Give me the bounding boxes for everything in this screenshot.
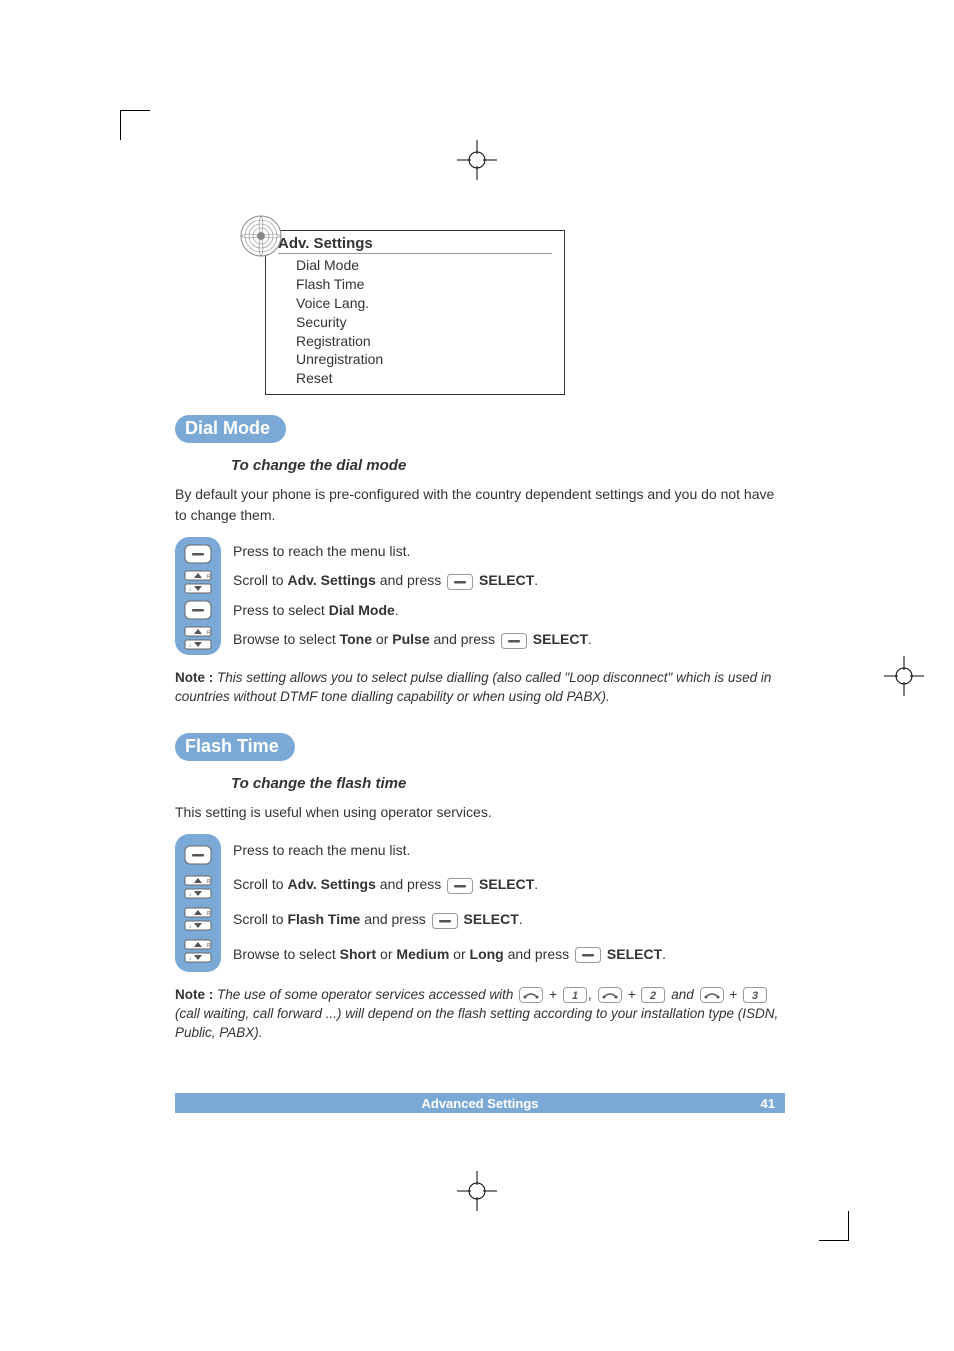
dial-mode-steps: R♪ R♪ Press to reach the menu list. Scro… [175, 537, 785, 655]
svg-text:R: R [207, 943, 211, 949]
step-line: Scroll to Flash Time and press SELECT. [233, 910, 785, 930]
step-text-column: Press to reach the menu list. Scroll to … [221, 834, 785, 972]
section-flash-time-heading: Flash Time [175, 733, 295, 761]
button-column: R♪ R♪ R♪ [175, 834, 221, 972]
crop-mark-bottom [457, 1171, 497, 1211]
corner-bracket-br [819, 1211, 849, 1241]
select-button-icon [447, 571, 473, 591]
button-column: R♪ R♪ [175, 537, 221, 655]
menu-item: Flash Time [278, 275, 552, 294]
crop-mark-top [457, 140, 497, 180]
nav-button-icon: R♪ [184, 627, 212, 649]
step-line: Press to select Dial Mode. [233, 601, 785, 621]
dial-mode-intro: By default your phone is pre-configured … [175, 484, 785, 525]
step-line: Browse to select Short or Medium or Long… [233, 945, 785, 965]
digit-3-button-icon: 3 [743, 986, 767, 1005]
section-dial-mode-heading: Dial Mode [175, 415, 286, 443]
select-button-icon [501, 630, 527, 650]
nav-button-icon: R♪ [184, 571, 212, 593]
dial-mode-subheading: To change the dial mode [231, 457, 785, 474]
digit-1-button-icon: 1 [563, 986, 587, 1005]
svg-text:R: R [207, 630, 211, 636]
step-line: Browse to select Tone or Pulse and press… [233, 630, 785, 650]
step-line: Scroll to Adv. Settings and press SELECT… [233, 571, 785, 591]
select-button-icon [447, 876, 473, 896]
select-button-icon [432, 910, 458, 930]
menu-item: Unregistration [278, 350, 552, 369]
nav-button-icon: R♪ [184, 876, 212, 898]
call-button-icon [700, 986, 724, 1005]
flash-time-subheading: To change the flash time [231, 775, 785, 792]
menu-header: Adv. Settings [278, 235, 552, 254]
dial-mode-note: Note : This setting allows you to select… [175, 669, 785, 707]
svg-text:R: R [207, 911, 211, 917]
step-line: Press to reach the menu list. [233, 841, 785, 861]
menu-item: Voice Lang. [278, 294, 552, 313]
footer-label: Advanced Settings [175, 1096, 785, 1111]
step-line: Scroll to Adv. Settings and press SELECT… [233, 875, 785, 895]
call-button-icon [598, 986, 622, 1005]
flash-time-steps: R♪ R♪ R♪ Press to reach the menu list. S… [175, 834, 785, 972]
menu-button-icon [184, 844, 212, 866]
menu-item: Registration [278, 332, 552, 351]
page-content: Adv. Settings Dial Mode Flash Time Voice… [175, 230, 785, 1069]
select-button-icon [575, 945, 601, 965]
svg-text:2: 2 [649, 990, 656, 1002]
step-line: Press to reach the menu list. [233, 542, 785, 562]
flash-time-intro: This setting is useful when using operat… [175, 802, 785, 822]
menu-button-icon [184, 599, 212, 621]
crop-mark-right [884, 656, 924, 696]
menu-item: Security [278, 313, 552, 332]
nav-button-icon: R♪ [184, 908, 212, 930]
menu-item: Dial Mode [278, 256, 552, 275]
decorative-emblem-icon [237, 212, 285, 260]
svg-text:3: 3 [752, 990, 758, 1002]
page-number: 41 [761, 1096, 775, 1111]
menu-item: Reset [278, 369, 552, 388]
svg-text:R: R [207, 574, 211, 580]
menu-button-icon [184, 543, 212, 565]
flash-time-note: Note : The use of some operator services… [175, 986, 785, 1043]
page-footer: Advanced Settings 41 [175, 1093, 785, 1113]
call-button-icon [519, 986, 543, 1005]
corner-bracket-tl [120, 110, 150, 140]
menu-box-wrap: Adv. Settings Dial Mode Flash Time Voice… [265, 230, 785, 395]
adv-settings-menu: Adv. Settings Dial Mode Flash Time Voice… [265, 230, 565, 395]
svg-text:1: 1 [571, 990, 577, 1002]
step-text-column: Press to reach the menu list. Scroll to … [221, 537, 785, 655]
svg-text:R: R [207, 879, 211, 885]
digit-2-button-icon: 2 [641, 986, 665, 1005]
nav-button-icon: R♪ [184, 940, 212, 962]
